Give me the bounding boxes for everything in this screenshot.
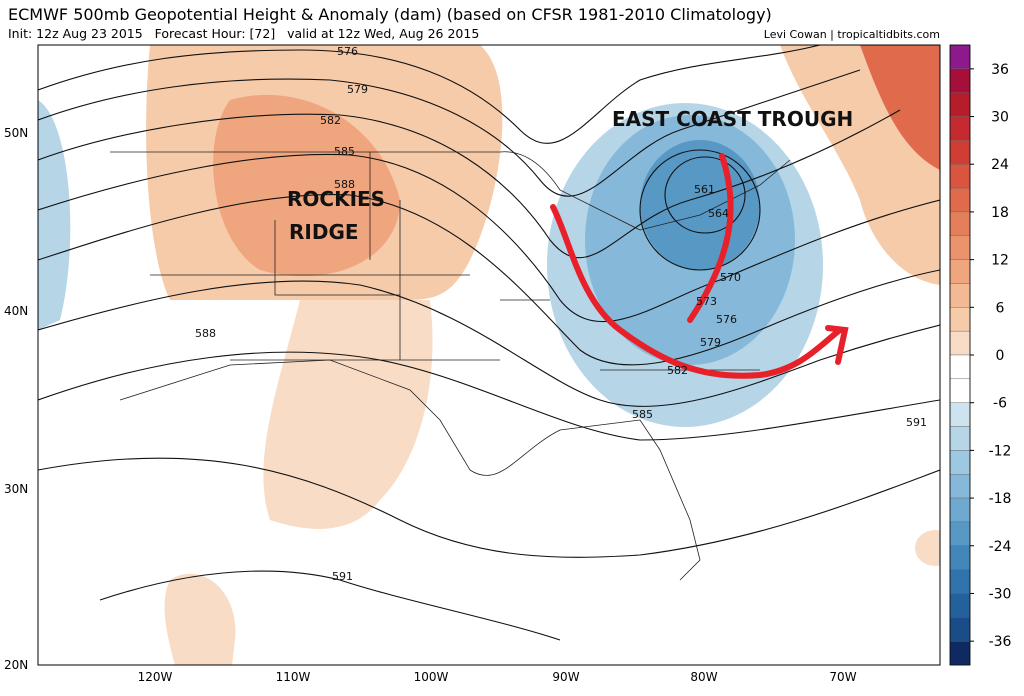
colorbar-segment xyxy=(949,92,971,117)
anomaly-positive xyxy=(915,530,940,566)
lon-label: 100W xyxy=(414,670,449,684)
map-area xyxy=(38,45,940,665)
colorbar-segment xyxy=(949,140,971,165)
contour-label: 579 xyxy=(347,83,368,96)
contour-label: 570 xyxy=(720,271,741,284)
colorbar-segment xyxy=(949,497,971,523)
colorbar-tick-label: -36 xyxy=(989,634,1012,650)
lon-label: 80W xyxy=(690,670,717,684)
contour-label: 582 xyxy=(667,364,688,377)
colorbar-tick-label: -18 xyxy=(989,491,1012,507)
colorbar-tick-label: 36 xyxy=(991,62,1009,78)
contour xyxy=(664,156,746,234)
contour-label: 561 xyxy=(694,183,715,196)
contour xyxy=(38,280,940,407)
border xyxy=(119,359,701,581)
annotation: EAST COAST TROUGH xyxy=(612,107,853,131)
contour-label: 582 xyxy=(320,114,341,127)
contour-label: 564 xyxy=(708,207,729,220)
colorbar-segment xyxy=(949,354,971,380)
colorbar-segment xyxy=(949,187,971,213)
colorbar-tick-label: -6 xyxy=(993,396,1007,412)
colorbar-segment xyxy=(949,378,971,403)
border xyxy=(110,151,791,231)
contour-label: 573 xyxy=(696,295,717,308)
colorbar-segment xyxy=(949,426,971,451)
colorbar-segment xyxy=(949,545,971,570)
anomaly-positive xyxy=(213,94,400,277)
colorbar-segment xyxy=(949,593,971,618)
colorbar: 36 30 24 18 12 6 0 -6 -12 -18 -24 -30 -36 xyxy=(949,44,1012,666)
contour xyxy=(38,194,940,366)
border xyxy=(150,152,760,371)
contour xyxy=(99,570,561,641)
annotation: ROCKIES xyxy=(287,187,385,211)
colorbar-segment xyxy=(949,307,971,332)
colorbar-tick-label: -12 xyxy=(989,443,1012,459)
lon-label: 120W xyxy=(138,670,173,684)
anomaly-positive xyxy=(164,573,236,665)
colorbar-segment xyxy=(949,211,971,236)
title: ECMWF 500mb Geopotential Height & Anomal… xyxy=(8,5,772,24)
colorbar-tick-label: -24 xyxy=(989,539,1012,555)
lat-label: 40N xyxy=(4,304,28,318)
contour xyxy=(38,109,901,259)
contour xyxy=(38,45,821,144)
anomaly-positive xyxy=(860,45,940,170)
colorbar-segment xyxy=(949,617,971,642)
colorbar-tick-label: 12 xyxy=(991,253,1009,269)
contour-label: 576 xyxy=(716,313,737,326)
colorbar-tick-label: 30 xyxy=(991,110,1009,126)
colorbar-segment xyxy=(949,44,971,70)
colorbar-segment xyxy=(949,330,971,356)
colorbar-segment xyxy=(949,164,971,189)
map-frame xyxy=(37,44,941,666)
colorbar-tick-label: 18 xyxy=(991,205,1009,221)
contour xyxy=(38,457,940,558)
contour-label: 588 xyxy=(334,178,355,191)
colorbar-segment xyxy=(949,402,971,427)
annotation: RIDGE xyxy=(289,220,359,244)
colorbar-segment xyxy=(949,259,971,284)
contour xyxy=(639,149,761,271)
colorbar-segment xyxy=(949,569,971,594)
lon-label: 110W xyxy=(276,670,311,684)
lat-label: 50N xyxy=(4,126,28,140)
colorbar-tick-label: 6 xyxy=(996,300,1005,316)
colorbar-segment xyxy=(949,640,971,666)
lat-label: 30N xyxy=(4,482,28,496)
contour xyxy=(38,153,940,323)
anomaly-positive xyxy=(263,300,433,529)
colorbar-tick-label: 24 xyxy=(991,157,1009,173)
colorbar-tick-label: -30 xyxy=(989,586,1012,602)
trough-arrow xyxy=(550,153,849,379)
colorbar-segment xyxy=(949,68,971,93)
contour-label: 585 xyxy=(632,408,653,421)
contour-label: 579 xyxy=(700,336,721,349)
colorbar-segment xyxy=(949,116,971,141)
contour-label: 588 xyxy=(195,327,216,340)
colorbar-segment xyxy=(949,474,971,499)
contour-label: 591 xyxy=(332,570,353,583)
colorbar-segment xyxy=(949,235,971,260)
contour-label: 585 xyxy=(334,145,355,158)
subtitle: Init: 12z Aug 23 2015 Forecast Hour: [72… xyxy=(8,26,479,41)
colorbar-segment xyxy=(949,450,971,475)
colorbar-tick-label: 0 xyxy=(996,348,1005,364)
lon-label: 90W xyxy=(552,670,579,684)
anomaly-negative xyxy=(640,140,760,270)
colorbar-segment xyxy=(949,283,971,308)
credit: Levi Cowan | tropicaltidbits.com xyxy=(764,28,940,41)
colorbar-segment xyxy=(949,521,971,546)
contour-label: 591 xyxy=(906,416,927,429)
contour-label: 576 xyxy=(337,45,358,58)
lon-label: 70W xyxy=(829,670,856,684)
contour xyxy=(38,351,940,441)
contour xyxy=(38,69,861,197)
lat-label: 20N xyxy=(4,658,28,672)
